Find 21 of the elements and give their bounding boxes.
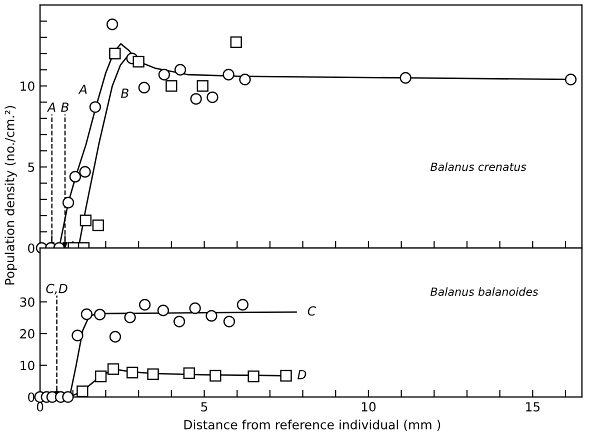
ref-line-label: C,D <box>46 284 68 295</box>
y-axis-title: Population density (no./cm.²) <box>4 106 17 284</box>
y-tick-label: 10 <box>20 81 34 91</box>
ref-line-label: A <box>46 102 56 112</box>
y-tick-label: 5 <box>28 162 34 172</box>
series-label: A <box>78 84 87 94</box>
y-tick-label: 0 <box>28 392 34 402</box>
x-tick-label: 5 <box>201 402 208 412</box>
y-tick-label: 0 <box>28 243 34 253</box>
series-label: B <box>120 88 128 98</box>
y-tick-label: 30 <box>20 297 34 307</box>
annotation: Balanus crenatus <box>430 162 526 172</box>
annotation: Balanus balanoides <box>430 287 538 296</box>
series-label: D <box>297 370 306 380</box>
y-tick-label: 10 <box>20 360 34 370</box>
series-label: C <box>308 306 316 316</box>
x-tick-label: 15 <box>526 402 540 412</box>
x-tick-label: 10 <box>362 402 376 412</box>
x-axis-title: Distance from reference individual (mm ) <box>184 420 440 431</box>
ref-line-label: B <box>61 102 69 112</box>
y-tick-label: 20 <box>20 329 34 339</box>
